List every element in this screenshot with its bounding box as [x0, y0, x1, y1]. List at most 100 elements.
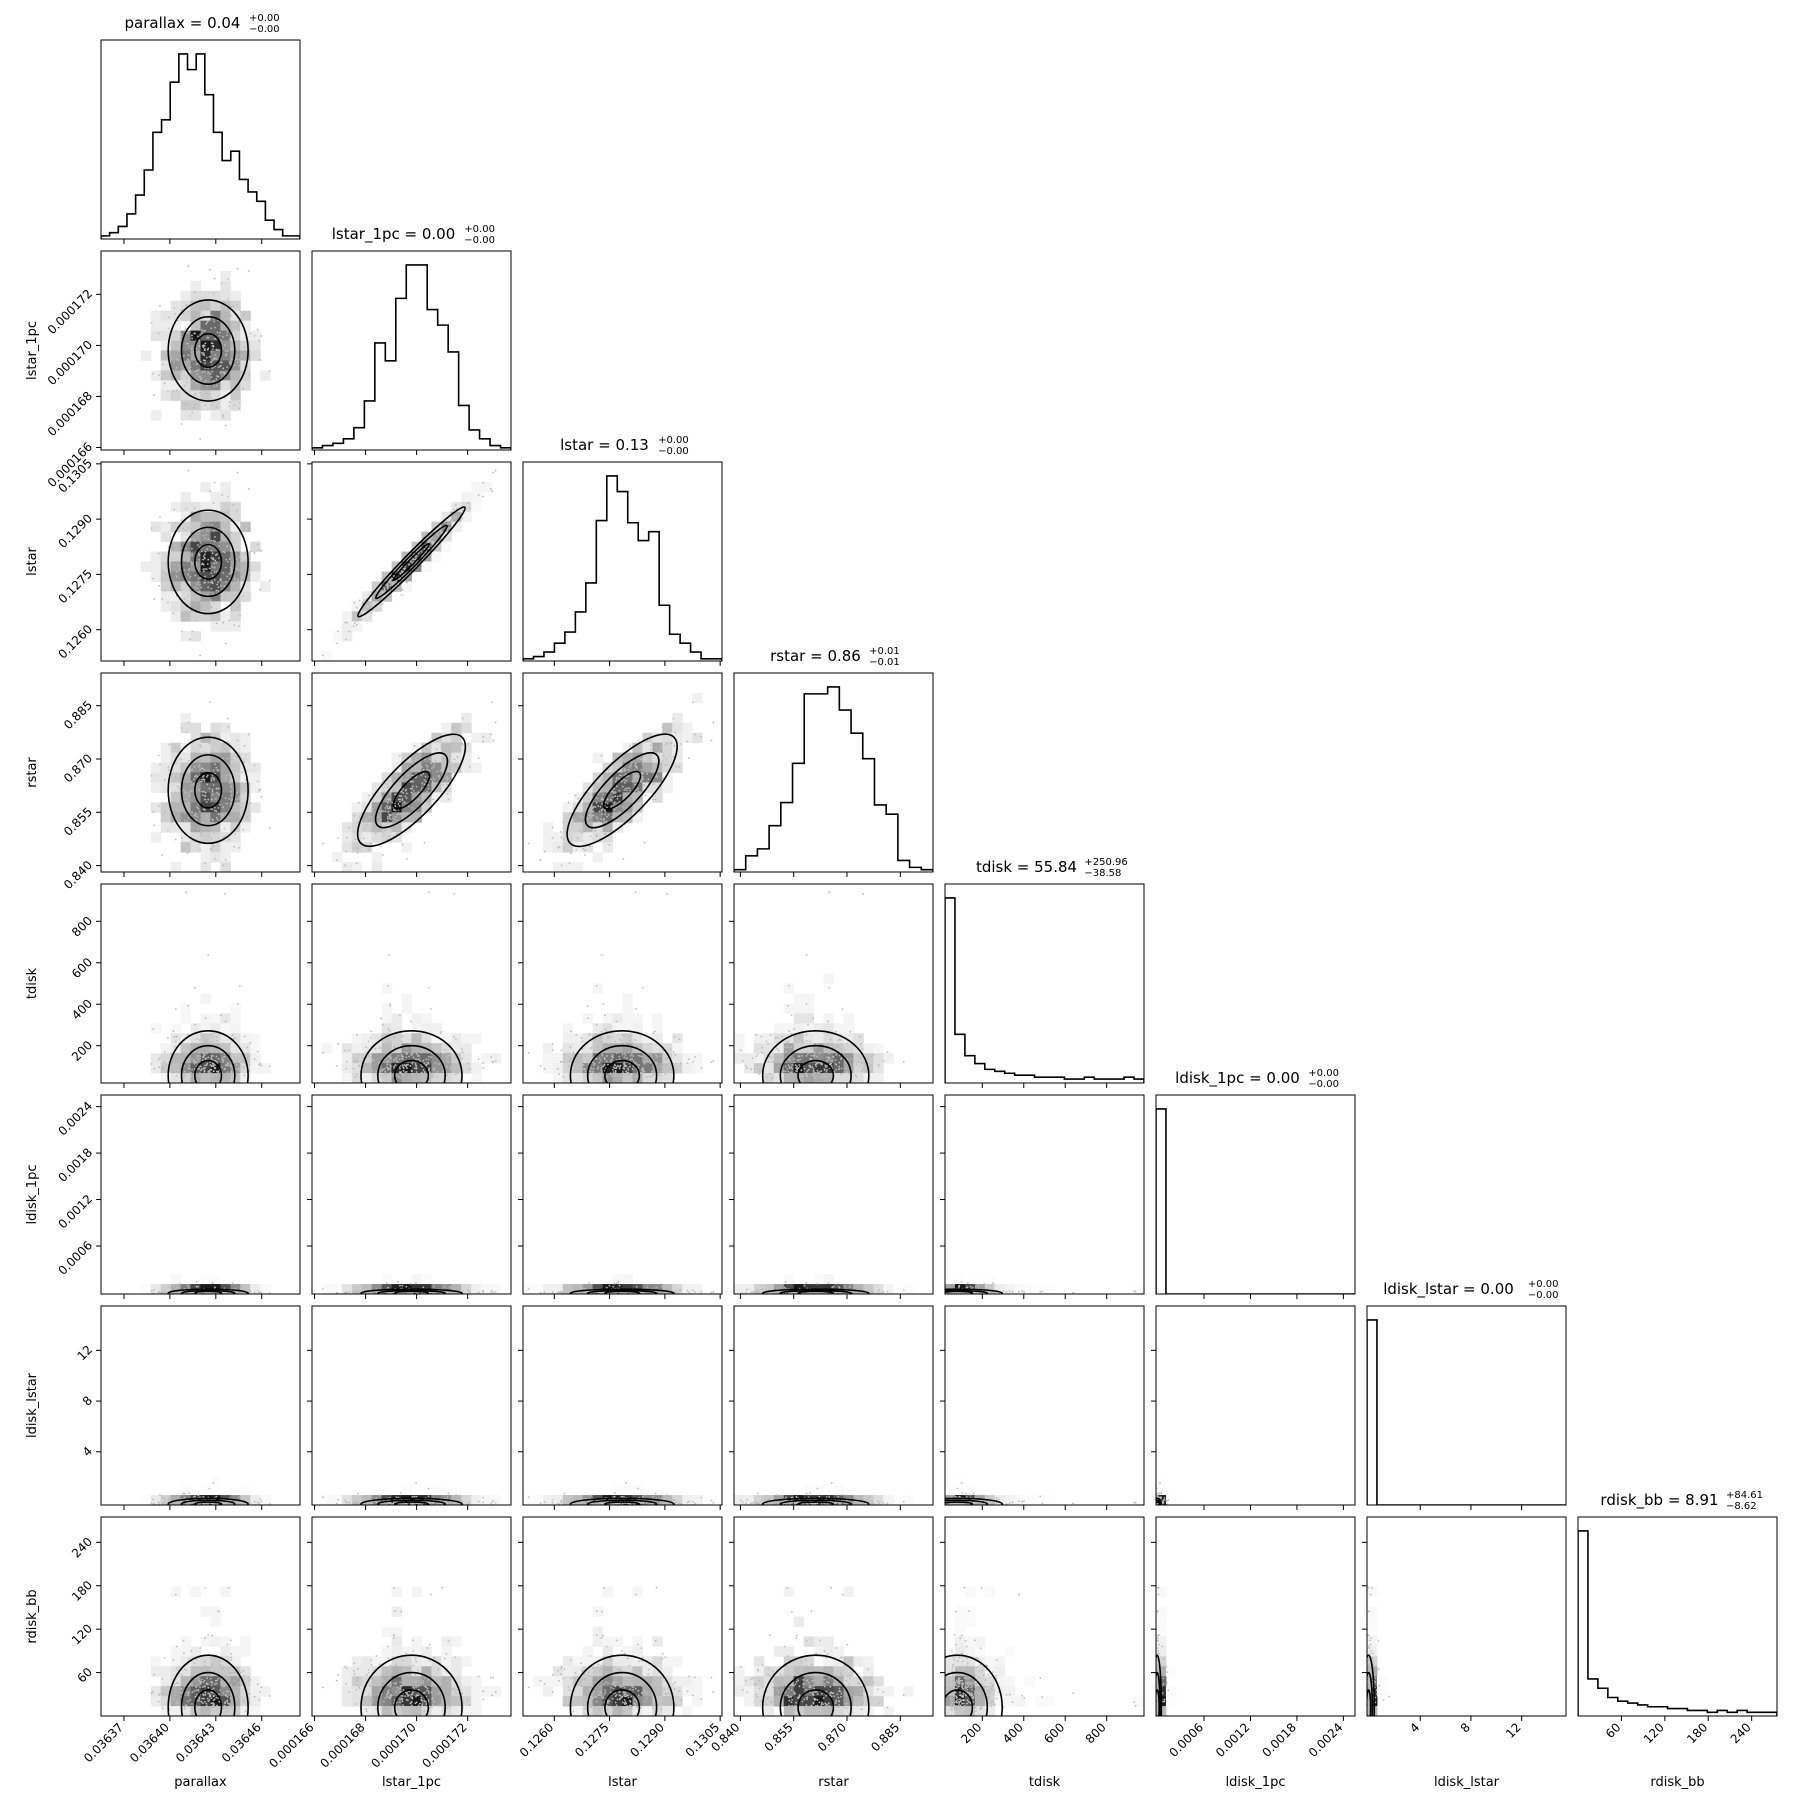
- sample-point: [204, 342, 207, 345]
- sample-point: [238, 796, 240, 799]
- sample-point: [196, 382, 198, 385]
- sample-point: [208, 787, 211, 790]
- sample-point: [199, 1072, 201, 1075]
- density-bin: [250, 772, 261, 783]
- sample-point: [477, 494, 480, 496]
- sample-point: [402, 1058, 404, 1061]
- sample-point: [641, 1055, 643, 1058]
- density-bin: [602, 1053, 614, 1064]
- sample-point: [212, 783, 215, 786]
- density-bin: [240, 1033, 251, 1044]
- density-bin: [421, 792, 432, 803]
- density-bin: [823, 973, 834, 984]
- sample-point: [569, 1046, 572, 1049]
- density-bin: [823, 1073, 834, 1083]
- sample-point: [655, 1054, 658, 1057]
- sample-point: [203, 1054, 206, 1056]
- sample-point: [206, 548, 209, 551]
- density-bin: [200, 360, 211, 371]
- density-bin: [230, 842, 241, 853]
- sample-point: [211, 1074, 214, 1077]
- sample-point: [222, 744, 225, 747]
- sample-point: [477, 1058, 480, 1061]
- density-bin: [200, 611, 211, 622]
- sample-point: [665, 758, 668, 761]
- sample-point: [153, 1289, 156, 1291]
- sample-point: [209, 600, 212, 602]
- sample-point: [191, 1076, 193, 1078]
- sample-point: [183, 384, 186, 387]
- sample-point: [197, 1054, 199, 1057]
- sample-point: [200, 1068, 203, 1071]
- density-bin: [220, 822, 231, 833]
- contour-level-3: [167, 1288, 249, 1294]
- density-bin: [240, 350, 251, 361]
- sample-point: [253, 334, 256, 337]
- sample-point: [830, 1062, 833, 1065]
- density-bin: [361, 812, 373, 823]
- sample-point: [589, 1070, 591, 1072]
- sample-point: [594, 806, 597, 808]
- density-bin: [421, 782, 432, 793]
- sample-point: [213, 529, 215, 532]
- sample-point: [612, 771, 615, 774]
- density-bin: [210, 802, 221, 813]
- sample-point: [652, 1073, 655, 1075]
- sample-point: [382, 810, 384, 813]
- sample-point: [200, 586, 203, 589]
- sample-point: [195, 564, 198, 567]
- sample-point: [600, 780, 603, 783]
- sample-point: [445, 749, 448, 752]
- density-bin: [180, 742, 192, 754]
- density-bin: [592, 1043, 604, 1054]
- sample-point: [189, 850, 191, 853]
- sample-point: [223, 551, 226, 554]
- density-bin: [220, 591, 231, 602]
- sample-point: [231, 374, 234, 376]
- sample-point: [195, 325, 198, 328]
- density-bin: [180, 1284, 192, 1294]
- sample-point: [623, 1056, 626, 1059]
- sample-point: [222, 415, 225, 418]
- sample-point: [150, 1289, 153, 1292]
- sample-point: [745, 1064, 747, 1067]
- sample-point: [238, 625, 240, 627]
- density-bin: [230, 772, 241, 783]
- density-bin: [401, 993, 412, 1004]
- sample-point: [494, 721, 497, 724]
- density-bin: [763, 1063, 775, 1074]
- sample-point: [389, 1046, 392, 1049]
- sample-point: [157, 332, 160, 335]
- density-bin: [230, 752, 241, 764]
- density-bin: [642, 742, 653, 754]
- sample-point: [659, 764, 661, 767]
- sample-point: [623, 1065, 626, 1068]
- sample-point: [365, 1068, 368, 1070]
- sample-point: [440, 1030, 443, 1033]
- sample-point: [673, 1035, 676, 1038]
- density-bin: [250, 340, 261, 351]
- sample-point: [642, 1067, 644, 1070]
- sample-point: [402, 791, 405, 794]
- density-bin: [803, 1043, 815, 1054]
- sample-point: [774, 1057, 777, 1060]
- sample-point: [210, 556, 213, 559]
- sample-point: [415, 785, 418, 788]
- sample-point: [183, 1053, 186, 1056]
- sample-point: [414, 1039, 417, 1041]
- sample-point: [612, 1056, 615, 1059]
- density-bin: [552, 1053, 564, 1064]
- density-bin: [381, 1063, 393, 1074]
- sample-point: [669, 1048, 672, 1051]
- density-bin: [662, 762, 673, 773]
- density-bin: [190, 581, 201, 592]
- density-bin: [180, 350, 192, 361]
- sample-point: [422, 1068, 425, 1071]
- density-bin: [451, 521, 462, 533]
- sample-point: [594, 829, 597, 832]
- density-bin: [190, 280, 201, 292]
- sample-point: [557, 846, 559, 849]
- sample-point: [640, 1046, 643, 1049]
- sample-point: [443, 1048, 446, 1051]
- density-bin: [441, 1053, 452, 1064]
